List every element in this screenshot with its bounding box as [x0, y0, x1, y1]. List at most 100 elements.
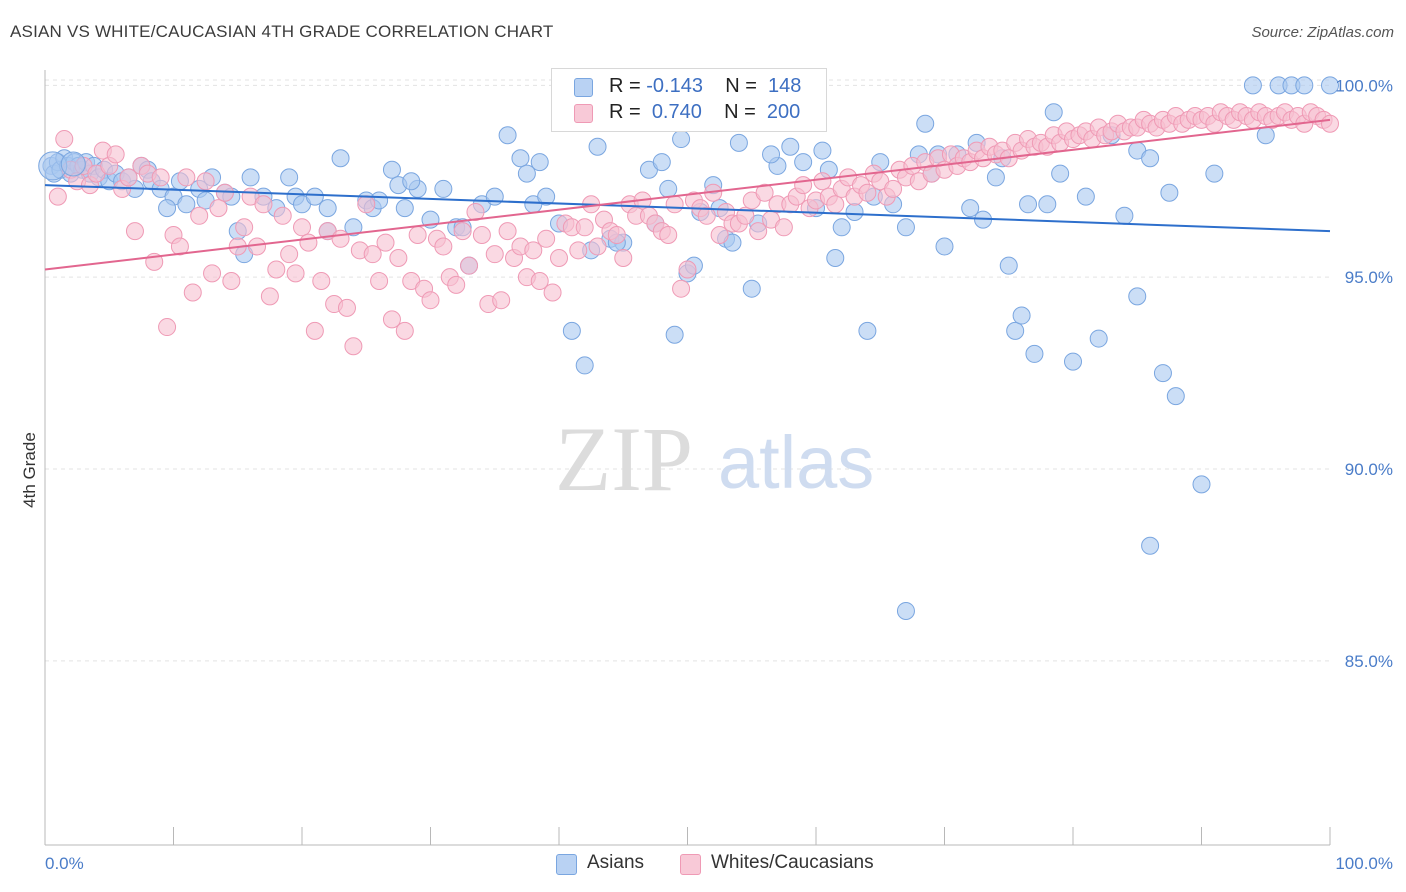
white-point	[697, 206, 716, 225]
white-point	[607, 225, 626, 244]
asian-point	[1012, 306, 1031, 325]
asian-point	[588, 137, 607, 156]
asian-point	[896, 601, 915, 620]
legend-r-label: R =	[609, 75, 641, 97]
white-point	[177, 168, 196, 187]
asian-point	[318, 199, 337, 218]
white-point	[530, 272, 549, 291]
white-point	[209, 199, 228, 218]
watermark-zip: ZIP	[555, 408, 693, 510]
points-layer	[38, 76, 1339, 620]
white-point	[813, 172, 832, 191]
asian-point	[158, 199, 177, 218]
asian-point	[813, 141, 832, 160]
x-tick-label-end: 100.0%	[1335, 854, 1393, 873]
asian-point	[517, 164, 536, 183]
white-point	[312, 272, 331, 291]
white-point	[498, 222, 517, 241]
white-point	[575, 218, 594, 237]
asian-point	[562, 321, 581, 340]
white-point	[537, 229, 556, 248]
asian-point	[280, 168, 299, 187]
white-point	[119, 168, 138, 187]
asian-point	[672, 130, 691, 149]
asian-point	[999, 256, 1018, 275]
legend-r-value-asians: -0.143	[646, 75, 703, 97]
asian-point	[1205, 164, 1224, 183]
white-point	[376, 233, 395, 252]
correlation-legend: R = -0.143 N = 148 R = 0.740 N = 200	[551, 68, 827, 132]
asian-point	[826, 248, 845, 267]
legend-swatch-asians	[574, 78, 593, 97]
white-point	[273, 206, 292, 225]
white-point	[826, 195, 845, 214]
asian-point	[1295, 76, 1314, 95]
asian-point	[177, 195, 196, 214]
legend-n-value-asians: 148	[768, 75, 802, 97]
white-point	[170, 237, 189, 256]
white-point	[569, 241, 588, 260]
asian-point	[665, 325, 684, 344]
legend-r-label: R =	[609, 101, 641, 123]
white-point	[492, 291, 511, 310]
legend-n-label: N =	[725, 75, 757, 97]
white-point	[293, 218, 311, 237]
white-point	[543, 283, 562, 302]
white-point	[884, 179, 903, 198]
white-point	[363, 245, 382, 264]
white-point	[125, 222, 144, 241]
asian-point	[858, 321, 877, 340]
white-point	[215, 183, 234, 202]
asian-point	[1064, 352, 1082, 371]
white-point	[460, 256, 479, 275]
white-point	[235, 218, 254, 237]
white-point	[382, 310, 401, 329]
asian-point	[1141, 536, 1160, 555]
asian-point	[434, 179, 453, 198]
white-trend-line	[44, 118, 1331, 271]
legend-n-value-whites: 200	[766, 101, 801, 123]
white-point	[434, 237, 453, 256]
asian-point	[986, 168, 1005, 187]
white-point	[196, 172, 215, 191]
asian-point	[1141, 149, 1160, 168]
white-point	[106, 145, 125, 164]
asian-point	[511, 149, 530, 168]
asian-point	[537, 187, 556, 206]
white-point	[485, 245, 504, 264]
white-point	[370, 272, 389, 291]
asian-point	[331, 149, 350, 168]
asian-point	[742, 279, 761, 298]
white-point	[267, 260, 286, 279]
white-point	[337, 298, 356, 317]
asian-point	[832, 218, 851, 237]
asian-point	[1076, 187, 1095, 206]
asian-point	[395, 199, 414, 218]
asian-point	[729, 133, 748, 152]
white-point	[755, 183, 774, 202]
tick-label-layer: 85.0% 90.0% 95.0% 100.0% 0.0% 100.0%	[45, 76, 1393, 873]
white-point	[222, 272, 241, 291]
asian-point	[1128, 287, 1147, 306]
white-point	[736, 206, 755, 225]
source-credit: Source: ZipAtlas.com	[1251, 24, 1394, 41]
white-point	[466, 202, 485, 221]
asian-point	[402, 172, 421, 191]
asian-point	[485, 187, 504, 206]
white-point	[453, 222, 472, 241]
asian-point	[762, 145, 781, 164]
white-point	[678, 260, 697, 279]
white-point	[447, 275, 466, 294]
asian-point	[1321, 76, 1339, 95]
white-point	[395, 321, 414, 340]
asian-point	[305, 187, 324, 206]
asian-point	[1192, 475, 1211, 494]
white-point	[858, 183, 877, 202]
asian-point	[1019, 195, 1038, 214]
white-point	[254, 195, 273, 214]
asian-point	[1115, 206, 1134, 225]
asian-point	[781, 137, 800, 156]
asian-point	[794, 153, 813, 172]
white-point	[794, 176, 813, 195]
y-axis-label: 4th Grade	[20, 432, 39, 508]
